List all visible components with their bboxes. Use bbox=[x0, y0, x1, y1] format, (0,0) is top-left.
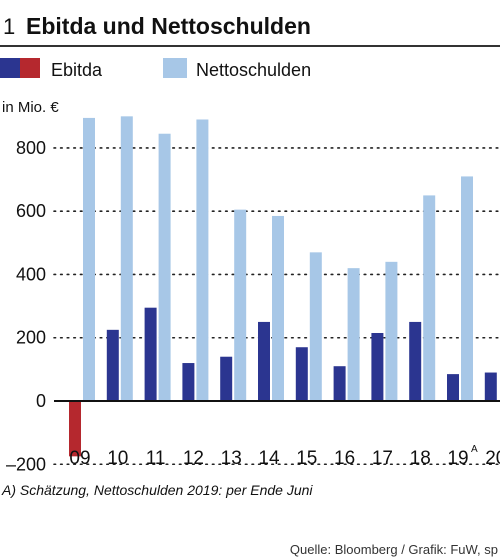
x-tick-label: 10 bbox=[107, 448, 128, 469]
bar-ebitda bbox=[409, 321, 422, 401]
legend-label-ebitda: Ebitda bbox=[51, 60, 103, 80]
bar-netdebt bbox=[309, 252, 322, 401]
bar-ebitda bbox=[333, 366, 346, 401]
y-tick-label: 0 bbox=[36, 391, 46, 411]
legend: Ebitda Nettoschulden bbox=[0, 58, 311, 80]
y-unit-label: in Mio. € bbox=[2, 99, 59, 116]
bar-netdebt bbox=[347, 268, 360, 401]
legend-swatch-ebitda-positive bbox=[0, 58, 20, 78]
bar-ebitda bbox=[144, 307, 157, 401]
bar-ebitda bbox=[295, 347, 308, 401]
axes: –200 0 200 400 600 800 09 10 11 12 13 14 15 16 17 18 19 A… bbox=[6, 138, 500, 474]
x-tick-label: 20 bbox=[485, 448, 500, 469]
x-tick-label: 13 bbox=[221, 448, 242, 469]
bar-ebitda bbox=[447, 374, 459, 401]
legend-swatch-netdebt bbox=[163, 58, 187, 78]
bar-netdebt bbox=[423, 195, 436, 401]
y-tick-label: 200 bbox=[16, 328, 46, 348]
bars bbox=[69, 116, 497, 457]
source-note: Quelle: Bloomberg / Grafik: FuW, sp bbox=[290, 542, 498, 557]
bar-ebitda bbox=[371, 332, 384, 401]
bar-ebitda bbox=[69, 401, 81, 457]
legend-swatch-ebitda-negative bbox=[20, 58, 40, 78]
chart-title: Ebitda und Nettoschulden bbox=[26, 13, 311, 39]
bar-netdebt bbox=[120, 116, 133, 401]
bar-netdebt bbox=[461, 176, 473, 401]
bar-ebitda bbox=[182, 363, 195, 401]
bar-ebitda bbox=[106, 329, 119, 401]
x-tick-label: 17 bbox=[372, 448, 393, 469]
bar-netdebt bbox=[158, 133, 171, 401]
x-tick-label: 12 bbox=[183, 448, 204, 469]
bar-ebitda bbox=[258, 321, 270, 401]
x-tick-label: 19 bbox=[447, 448, 468, 469]
bar-netdebt bbox=[83, 117, 95, 401]
y-tick-label: 400 bbox=[16, 264, 46, 284]
y-tick-label: 800 bbox=[16, 138, 46, 158]
x-tick-label: 15 bbox=[296, 448, 317, 469]
x-tick-superscript: A bbox=[471, 444, 478, 455]
bar-netdebt bbox=[234, 209, 247, 401]
x-tick-label: 16 bbox=[334, 448, 355, 469]
x-tick-label: 14 bbox=[258, 448, 280, 469]
bar-ebitda bbox=[484, 372, 497, 401]
x-tick-label: 11 bbox=[146, 448, 166, 469]
x-tick-label: 09 bbox=[69, 448, 90, 469]
x-tick-label: 18 bbox=[410, 448, 431, 469]
chart-number: 1 bbox=[3, 14, 15, 39]
footnote: A) Schätzung, Nettoschulden 2019: per En… bbox=[1, 482, 313, 498]
bar-netdebt bbox=[385, 261, 398, 401]
legend-label-netdebt: Nettoschulden bbox=[196, 60, 311, 80]
bar-ebitda bbox=[220, 356, 233, 401]
y-tick-label: –200 bbox=[6, 454, 46, 474]
bar-netdebt bbox=[196, 119, 209, 402]
y-tick-label: 600 bbox=[16, 201, 46, 221]
bar-netdebt bbox=[272, 215, 284, 401]
